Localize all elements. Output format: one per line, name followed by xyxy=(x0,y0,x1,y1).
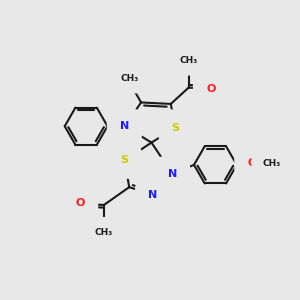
Text: CH₃: CH₃ xyxy=(179,56,198,65)
Text: CH₃: CH₃ xyxy=(262,159,281,168)
Text: S: S xyxy=(121,155,129,165)
Text: S: S xyxy=(171,123,179,133)
Text: CH₃: CH₃ xyxy=(120,74,138,82)
Text: O: O xyxy=(248,158,257,168)
Text: N: N xyxy=(168,169,177,179)
Text: O: O xyxy=(76,199,85,208)
Text: CH₃: CH₃ xyxy=(95,228,113,237)
Text: O: O xyxy=(206,84,216,94)
Text: N: N xyxy=(148,190,158,200)
Text: N: N xyxy=(120,121,129,131)
